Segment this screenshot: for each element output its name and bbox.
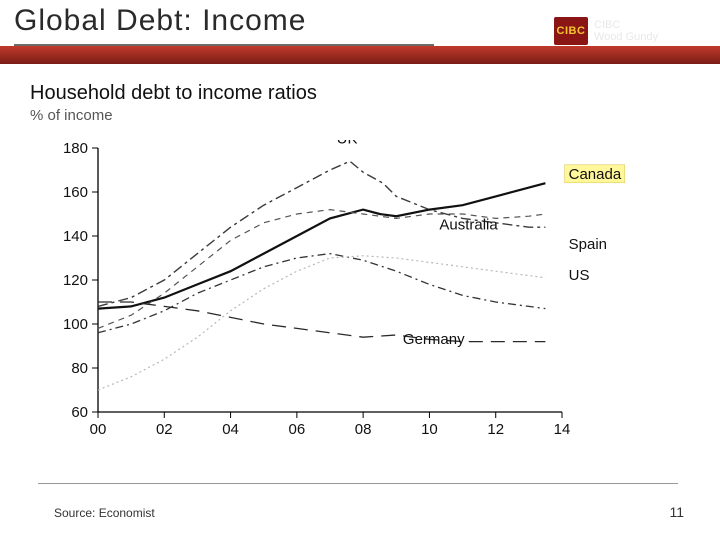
svg-text:02: 02 xyxy=(156,421,173,438)
svg-text:10: 10 xyxy=(421,421,438,438)
svg-text:100: 100 xyxy=(63,316,88,333)
svg-text:08: 08 xyxy=(355,421,372,438)
series-label-us: US xyxy=(569,267,590,284)
svg-text:160: 160 xyxy=(63,184,88,201)
source-text: Source: Economist xyxy=(54,506,155,520)
series-label-spain: Spain xyxy=(569,236,607,253)
series-label-canada: Canada xyxy=(569,166,622,183)
series-canada xyxy=(98,183,545,308)
svg-text:80: 80 xyxy=(71,360,88,377)
svg-text:140: 140 xyxy=(63,228,88,245)
chart-container: Household debt to income ratios % of inc… xyxy=(20,78,700,458)
brand-logo: CIBC CIBC Wood Gundy xyxy=(554,14,704,48)
brand-sub: CIBC Wood Gundy xyxy=(594,19,658,43)
footer-divider xyxy=(38,483,678,484)
series-label-germany: Germany xyxy=(403,331,465,348)
series-uk xyxy=(98,161,545,306)
chart-subtitle: % of income xyxy=(30,107,700,124)
series-spain xyxy=(98,256,545,390)
series-germany xyxy=(98,302,545,342)
series-us xyxy=(98,254,545,333)
title-bar: Global Debt: Income CIBC CIBC Wood Gundy xyxy=(0,0,720,58)
red-band xyxy=(0,46,720,64)
svg-text:120: 120 xyxy=(63,272,88,289)
chart-title: Household debt to income ratios xyxy=(30,82,700,105)
cibc-logo-icon: CIBC xyxy=(554,17,588,45)
svg-text:06: 06 xyxy=(289,421,306,438)
svg-text:60: 60 xyxy=(71,404,88,421)
svg-text:04: 04 xyxy=(222,421,239,438)
svg-text:12: 12 xyxy=(487,421,504,438)
page-number: 11 xyxy=(669,504,684,520)
line-chart: 60 80 100 120 140 160 180 00 02 04 06 08 10 12 14 UK Can… xyxy=(50,140,670,440)
svg-text:14: 14 xyxy=(554,421,571,438)
series-label-uk: UK xyxy=(337,140,358,148)
svg-text:180: 180 xyxy=(63,140,88,157)
series-label-australia: Australia xyxy=(439,216,498,233)
slide: Global Debt: Income CIBC CIBC Wood Gundy… xyxy=(0,0,720,540)
slide-title: Global Debt: Income xyxy=(14,4,306,38)
svg-text:00: 00 xyxy=(90,421,107,438)
